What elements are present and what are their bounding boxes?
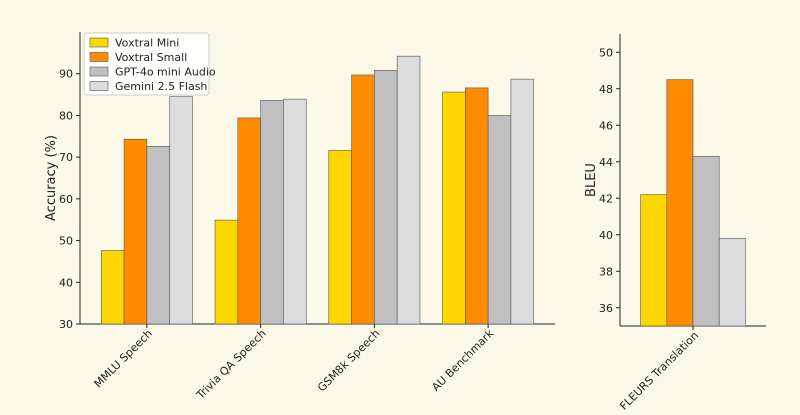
y-tick-label: 80: [59, 109, 73, 122]
y-tick-label: 46: [599, 119, 613, 132]
bar-voxtral-small-au-benchmark: [465, 87, 489, 325]
legend-swatch-voxtral-mini: [89, 37, 109, 48]
bar-voxtral-mini-fleurs-translation: [640, 194, 668, 327]
y-tick-label: 60: [59, 193, 73, 206]
bar-gemini-2-5-flash-trivia-qa-speech: [283, 98, 307, 325]
bar-gemini-2-5-flash-fleurs-translation: [718, 238, 746, 327]
y-tick-label: 38: [599, 265, 613, 278]
bar-gemini-2-5-flash-au-benchmark: [510, 78, 535, 325]
bar-gemini-2-5-flash-gsm8k-speech: [396, 55, 421, 325]
legend-swatch-gemini-2-5-flash: [89, 81, 109, 91]
bar-gpt-4o-mini-audio-trivia-qa-speech: [260, 100, 284, 325]
y-tick-label: 90: [59, 68, 73, 81]
bar-gemini-2-5-flash-mmlu-speech: [169, 96, 193, 325]
bar-voxtral-small-gsm8k-speech: [351, 74, 375, 325]
y-tick-label: 40: [599, 229, 613, 242]
bar-gpt-4o-mini-audio-au-benchmark: [487, 115, 512, 325]
y-axis-label: Accuracy (%): [44, 135, 59, 221]
bar-voxtral-mini-au-benchmark: [442, 91, 466, 325]
y-tick-label: 36: [599, 302, 613, 315]
bar-voxtral-small-fleurs-translation: [666, 79, 694, 327]
y-tick-label: 50: [599, 46, 613, 59]
bar-voxtral-small-trivia-qa-speech: [237, 117, 261, 325]
bar-voxtral-mini-trivia-qa-speech: [214, 219, 239, 325]
y-tick-label: 48: [599, 83, 613, 96]
bar-voxtral-mini-gsm8k-speech: [328, 150, 352, 325]
legend-swatch-gpt-4o-mini-audio: [89, 66, 109, 77]
y-tick-label: 50: [59, 235, 73, 248]
legend-label-gpt-4o-mini-audio: GPT-4o mini Audio: [115, 66, 216, 79]
bar-gpt-4o-mini-audio-gsm8k-speech: [374, 70, 398, 325]
bar-voxtral-mini-mmlu-speech: [100, 250, 125, 325]
bar-gpt-4o-mini-audio-mmlu-speech: [146, 145, 170, 325]
y-tick-label: 30: [59, 318, 73, 331]
bar-voxtral-small-mmlu-speech: [123, 138, 148, 325]
y-tick-label: 44: [599, 156, 613, 169]
y-tick-label: 42: [599, 192, 613, 205]
legend-label-voxtral-mini: Voxtral Mini: [115, 37, 179, 50]
y-axis-label: BLEU: [584, 163, 599, 197]
legend-box: [83, 32, 210, 96]
legend-label-voxtral-small: Voxtral Small: [115, 51, 187, 64]
bar-gpt-4o-mini-audio-fleurs-translation: [692, 155, 720, 327]
legend-label-gemini-2-5-flash: Gemini 2.5 Flash: [115, 80, 207, 93]
legend-swatch-voxtral-small: [89, 52, 109, 62]
y-tick-label: 70: [59, 151, 73, 164]
y-tick-label: 40: [59, 276, 73, 289]
